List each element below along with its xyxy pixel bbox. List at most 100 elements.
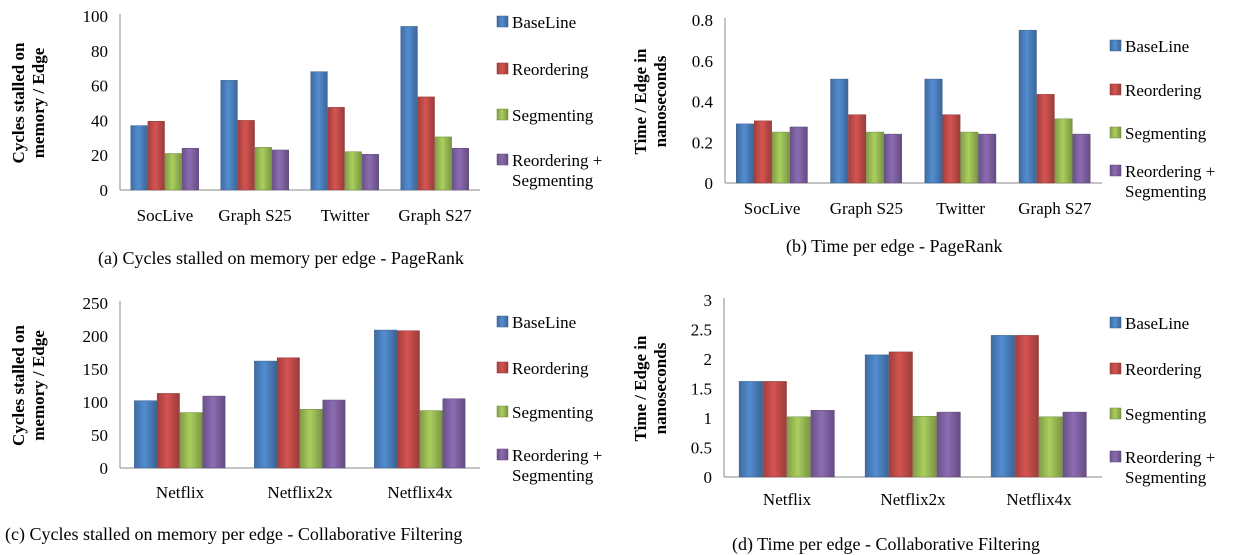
bar-reordering-segmenting xyxy=(202,395,226,469)
x-tick-label: SocLive xyxy=(744,199,801,218)
x-tick-label: Twitter xyxy=(936,199,985,218)
bar-reordering xyxy=(888,351,913,478)
legend-swatch xyxy=(496,108,509,121)
bar-reordering xyxy=(848,114,867,184)
chart-caption: (d) Time per edge - Collaborative Filter… xyxy=(732,534,1040,554)
legend-swatch xyxy=(496,153,509,166)
legend-label: Reordering + Segmenting xyxy=(1125,448,1215,487)
y-axis-label: Cycles stalled onmemory / Edge xyxy=(9,325,48,446)
x-tick-label: Netflix4x xyxy=(1006,490,1072,509)
y-tick-label: 0.6 xyxy=(692,52,713,71)
y-tick-label: 200 xyxy=(83,327,109,346)
bar-baseline xyxy=(310,71,328,191)
chart-panel-a: 0 20 40 60 80 100 Cycles stalled onmemory / Ed… xyxy=(0,0,622,280)
bar-baseline xyxy=(990,335,1015,478)
chart-caption: (c) Cycles stalled on memory per edge - … xyxy=(5,524,463,544)
bar-segmenting xyxy=(299,409,323,469)
chart-caption: (b) Time per edge - PageRank xyxy=(786,236,1003,256)
bar-reordering xyxy=(417,96,435,191)
x-tick-label: Graph S25 xyxy=(830,199,903,218)
bar-segmenting xyxy=(786,416,811,478)
bar-segmenting xyxy=(164,153,182,191)
bar-reordering xyxy=(1014,335,1039,478)
legend-label: Segmenting xyxy=(512,106,594,125)
bar-baseline xyxy=(220,80,238,191)
legend-label: BaseLine xyxy=(1125,314,1189,333)
legend-swatch xyxy=(1109,83,1122,96)
chart-panel-c: 0 50 100 150 200 250 Cycles stalled onmemory /… xyxy=(0,280,622,555)
y-tick-label: 0.8 xyxy=(692,11,713,30)
legend-label: Reordering xyxy=(1125,360,1202,379)
bar-segmenting xyxy=(179,412,203,469)
x-tick-label: Graph S25 xyxy=(218,206,291,225)
x-tick-label: Netflix xyxy=(156,483,205,502)
bar-baseline xyxy=(134,400,157,469)
y-tick-label: 1.5 xyxy=(691,380,712,399)
y-tick-label: 100 xyxy=(83,7,109,26)
y-tick-label: 0 xyxy=(100,459,109,478)
bar-segmenting xyxy=(1054,118,1073,184)
bar-reordering-segmenting xyxy=(181,147,199,191)
bar-reordering xyxy=(762,381,787,478)
bar-baseline xyxy=(1018,29,1037,184)
bar-reordering-segmenting xyxy=(810,410,835,478)
bar-reordering-segmenting xyxy=(978,133,997,184)
bar-segmenting xyxy=(960,131,979,184)
x-tick-label: Graph S27 xyxy=(1018,199,1092,218)
bar-reordering xyxy=(396,330,420,469)
bar-reordering xyxy=(753,120,772,184)
chart-panel-b: 0 0.2 0.4 0.6 0.8 Time / Edge innanoseconds So… xyxy=(622,0,1244,280)
legend-label: Segmenting xyxy=(1125,405,1207,424)
legend-label: BaseLine xyxy=(512,13,576,32)
bar-reordering xyxy=(147,121,165,191)
bar-reordering-segmenting xyxy=(1062,411,1087,478)
chart-svg: 0 50 100 150 200 250 Cycles stalled onmemory /… xyxy=(9,294,602,502)
bar-segmenting xyxy=(434,136,452,191)
y-axis-label: Time / Edge innanoseconds xyxy=(631,335,670,441)
legend-swatch xyxy=(496,315,509,328)
bar-reordering xyxy=(156,393,180,469)
x-tick-label: Graph S27 xyxy=(398,206,472,225)
y-tick-label: 50 xyxy=(91,426,108,445)
bar-segmenting xyxy=(1038,416,1063,478)
bar-reordering-segmenting xyxy=(451,147,469,191)
chart-caption: (a) Cycles stalled on memory per edge - … xyxy=(98,248,464,268)
y-tick-label: 0 xyxy=(100,181,109,200)
legend-swatch xyxy=(1109,362,1122,375)
legend-label: Segmenting xyxy=(1125,124,1207,143)
legend-label: Reordering + Segmenting xyxy=(512,446,602,485)
y-axis-label: Time / Edge innanoseconds xyxy=(631,48,670,154)
y-tick-label: 3 xyxy=(704,291,713,310)
y-tick-label: 0.5 xyxy=(691,439,712,458)
y-tick-label: 40 xyxy=(91,111,108,130)
x-tick-label: Netflix2x xyxy=(880,490,946,509)
y-axis-label: Cycles stalled onmemory / Edge xyxy=(9,42,48,163)
legend-swatch xyxy=(1109,316,1122,329)
bar-segmenting xyxy=(866,131,885,184)
y-tick-label: 1 xyxy=(704,409,713,428)
legend-swatch xyxy=(1109,450,1122,463)
chart-svg: 0 0.2 0.4 0.6 0.8 Time / Edge innanoseconds So… xyxy=(631,11,1215,218)
y-tick-label: 0 xyxy=(705,174,714,193)
bar-baseline xyxy=(400,26,418,191)
y-tick-label: 80 xyxy=(91,42,108,61)
bar-reordering-segmenting xyxy=(884,133,902,184)
bar-reordering xyxy=(942,114,961,184)
x-tick-label: SocLive xyxy=(137,206,194,225)
bar-reordering-segmenting xyxy=(789,126,808,184)
legend-swatch xyxy=(496,361,509,374)
bar-baseline xyxy=(864,354,889,478)
y-tick-label: 60 xyxy=(91,77,108,96)
legend-label: Reordering + Segmenting xyxy=(512,151,602,190)
y-tick-label: 150 xyxy=(83,360,109,379)
legend-label: BaseLine xyxy=(1125,37,1189,56)
x-tick-label: Twitter xyxy=(321,206,370,225)
bar-baseline xyxy=(374,329,397,469)
bar-reordering-segmenting xyxy=(1072,133,1091,184)
y-tick-label: 0 xyxy=(704,468,713,487)
bar-reordering-segmenting xyxy=(936,411,961,478)
bar-baseline xyxy=(130,125,148,191)
bar-segmenting xyxy=(344,151,362,191)
legend-label: Segmenting xyxy=(512,403,594,422)
legend-label: BaseLine xyxy=(512,313,576,332)
